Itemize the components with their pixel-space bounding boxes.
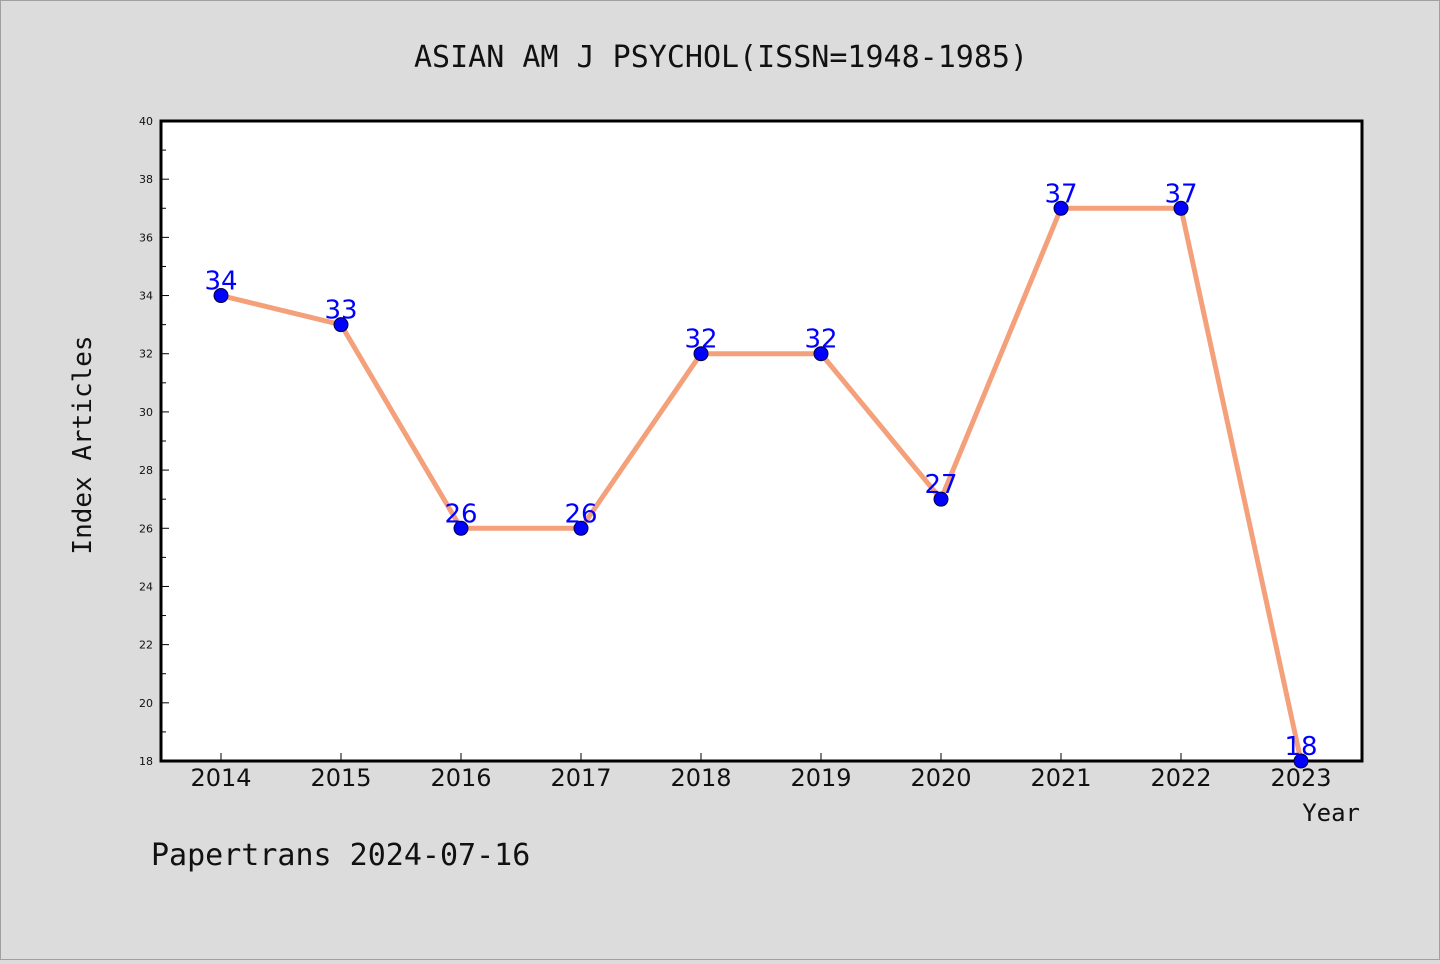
y-tick-label: 22 <box>139 639 153 652</box>
y-tick-label: 40 <box>139 115 153 128</box>
series-line <box>220 205 1304 762</box>
x-tick-label: 2023 <box>1270 764 1331 792</box>
data-label: 32 <box>684 325 717 355</box>
x-tick-label: 2020 <box>910 764 971 792</box>
series-group <box>213 200 1309 769</box>
chart-title: ASIAN AM J PSYCHOL(ISSN=1948-1985) <box>414 40 1028 75</box>
y-tick-label: 34 <box>139 290 153 303</box>
y-tick-label: 30 <box>139 406 153 419</box>
y-tick-label: 26 <box>139 522 153 535</box>
y-tick-label: 36 <box>139 231 153 244</box>
y-tick-label: 20 <box>139 697 153 710</box>
x-axis-ticks: 2014 2015 2016 2017 2018 2019 2020 2021 2022 2023 <box>190 753 1332 792</box>
x-tick-label: 2015 <box>310 764 371 792</box>
data-label: 32 <box>804 325 837 355</box>
y-tick-label: 28 <box>139 464 153 477</box>
y-axis-label: Index Articles <box>68 335 98 554</box>
data-point <box>693 346 709 362</box>
x-tick-label: 2014 <box>190 764 251 792</box>
data-point <box>453 520 469 536</box>
y-tick-label: 32 <box>139 348 153 361</box>
data-point <box>1293 753 1309 769</box>
data-label: 37 <box>1044 179 1077 209</box>
data-label: 18 <box>1284 732 1317 762</box>
y-tick-label: 38 <box>139 173 153 186</box>
x-tick-label: 2018 <box>670 764 731 792</box>
x-tick-label: 2016 <box>430 764 491 792</box>
data-labels-group: 34 33 26 26 32 32 27 37 37 18 <box>204 179 1317 762</box>
x-axis-label: Year <box>1302 799 1360 827</box>
data-label: 26 <box>444 499 477 529</box>
data-label: 27 <box>924 470 957 500</box>
data-label: 34 <box>204 267 237 297</box>
data-point <box>813 346 829 362</box>
y-tick-label: 24 <box>139 580 153 593</box>
plot-area <box>159 119 1364 763</box>
data-point <box>1053 200 1069 216</box>
data-point <box>933 491 949 507</box>
data-point <box>213 288 229 304</box>
data-label: 37 <box>1164 179 1197 209</box>
data-label: 33 <box>324 296 357 326</box>
y-tick-label: 18 <box>139 755 153 768</box>
x-tick-label: 2019 <box>790 764 851 792</box>
x-tick-label: 2017 <box>550 764 611 792</box>
y-axis-ticks: 18 20 22 24 26 28 30 32 34 36 38 40 <box>139 115 169 768</box>
data-point <box>1173 200 1189 216</box>
x-tick-label: 2022 <box>1150 764 1211 792</box>
data-point <box>573 520 589 536</box>
x-tick-label: 2021 <box>1030 764 1091 792</box>
data-label: 26 <box>564 499 597 529</box>
data-point <box>333 317 349 333</box>
footer-credit: Papertrans 2024-07-16 <box>151 838 530 873</box>
